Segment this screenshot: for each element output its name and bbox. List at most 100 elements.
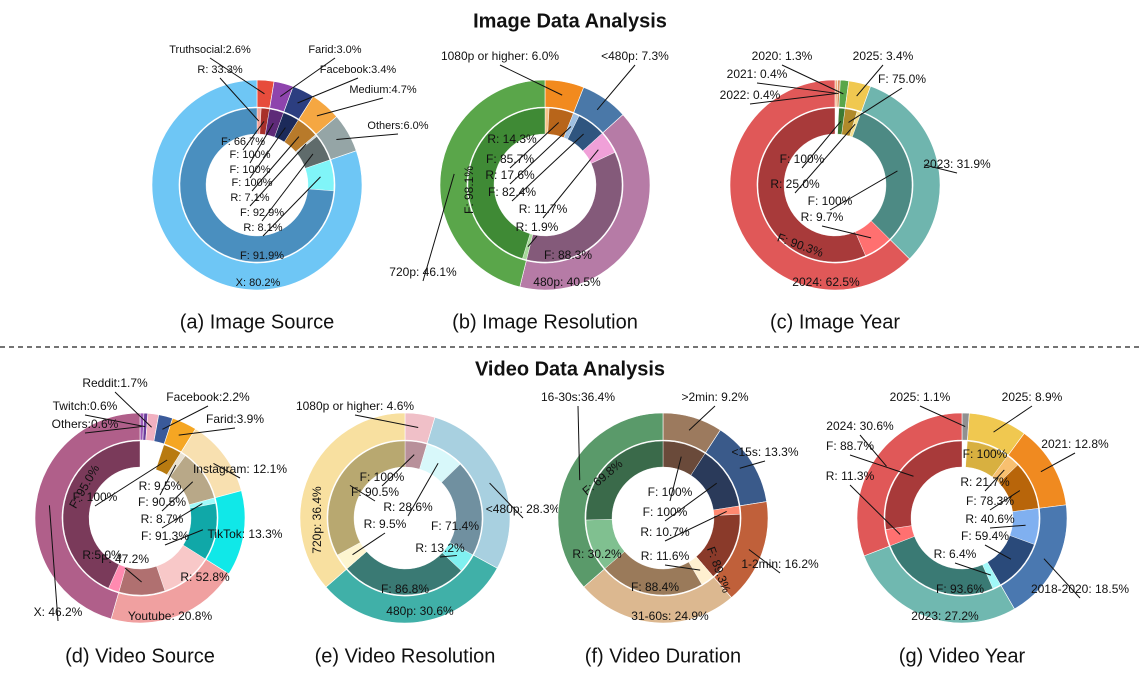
data-label: 2025: 1.1% <box>890 390 951 404</box>
data-label: R: 8.1% <box>243 222 282 234</box>
data-label: Others:0.6% <box>52 417 119 431</box>
data-label: R: 13.2% <box>415 541 465 555</box>
data-label: F: 100% <box>963 447 1008 461</box>
subtitle: (f) Video Duration <box>585 645 741 667</box>
leader-line <box>849 454 914 477</box>
data-label: Farid:3.9% <box>206 412 264 426</box>
data-label: Farid:3.0% <box>308 44 361 56</box>
data-label: F: 71.4% <box>431 519 479 533</box>
data-label: F: 82.4% <box>488 185 536 199</box>
leader-line <box>511 133 584 202</box>
data-label: >2min: 9.2% <box>681 390 748 404</box>
leader-line <box>48 505 59 622</box>
leader-line <box>124 567 142 583</box>
leader-line <box>849 484 901 535</box>
data-label: R: 30.2% <box>572 547 622 561</box>
data-label: R: 14.3% <box>487 132 537 146</box>
leader-line <box>219 77 260 122</box>
leader-line <box>509 126 572 185</box>
data-label: R: 10.7% <box>640 525 690 539</box>
data-label: F: 98.1% <box>462 166 476 214</box>
leader-line <box>781 64 844 95</box>
data-label: F: 75.0% <box>878 72 926 86</box>
leader-line <box>354 414 419 428</box>
data-label: F: 92.9% <box>240 207 284 219</box>
leader-line <box>251 136 300 192</box>
leader-line <box>422 173 455 282</box>
data-label: 2021: 12.8% <box>1041 437 1109 451</box>
leader-line <box>848 87 903 123</box>
data-label: 1-2min: 16.2% <box>741 557 819 571</box>
leader-line <box>688 405 716 431</box>
leader-line <box>213 463 241 479</box>
data-label: R: 7.1% <box>230 192 269 204</box>
inner-segment <box>62 440 141 589</box>
data-label: F: 93.6% <box>936 582 984 596</box>
data-label: F: 100% <box>360 470 405 484</box>
data-label: F: 100% <box>73 490 118 504</box>
data-label: 2025: 3.4% <box>853 49 914 63</box>
data-label: R: 52.8% <box>180 570 230 584</box>
inner-segment <box>757 107 866 263</box>
inner-segment <box>467 107 546 259</box>
data-label: 480p: 30.6% <box>386 604 454 618</box>
data-label: R: 11.3% <box>826 469 875 483</box>
data-label: <480p: 28.3% <box>486 502 561 516</box>
data-label: 2020: 1.3% <box>752 49 813 63</box>
leader-line <box>242 121 265 151</box>
outer-segment <box>34 412 141 620</box>
section-title: Video Data Analysis <box>475 358 665 380</box>
leader-line <box>381 454 415 487</box>
data-label: F: 100% <box>232 177 273 189</box>
leader-line <box>509 122 560 169</box>
leader-line <box>178 427 236 436</box>
data-label: <15s: 13.3% <box>731 445 798 459</box>
leader-line <box>280 57 336 97</box>
outer-segment <box>299 412 406 588</box>
leader-line <box>209 57 265 95</box>
data-label: 720p: 46.1% <box>389 265 457 279</box>
leader-line <box>756 82 839 95</box>
leader-line <box>821 225 872 239</box>
data-label: F: 91.9% <box>240 250 284 262</box>
data-label: F: 100% <box>780 152 825 166</box>
leader-line <box>954 562 992 576</box>
leader-line <box>739 460 766 469</box>
data-label: Twitch:0.6% <box>53 399 118 413</box>
leader-line <box>1043 558 1081 599</box>
data-label: R: 11.6% <box>641 549 690 563</box>
leader-line <box>748 549 781 574</box>
leader-line <box>577 405 581 481</box>
leader-line <box>489 482 524 519</box>
leader-line <box>94 459 168 507</box>
data-label: F: 100% <box>648 485 693 499</box>
data-label: 1080p or higher: 4.6% <box>296 399 414 413</box>
data-label: Facebook:3.4% <box>320 64 397 76</box>
leader-line <box>162 405 209 430</box>
leader-line <box>261 153 314 222</box>
data-label: R:5.0% <box>82 548 122 562</box>
outer-segment <box>439 79 546 288</box>
leader-line <box>84 414 146 428</box>
data-label: R: 28.6% <box>383 500 433 514</box>
data-label: R: 9.7% <box>801 210 844 224</box>
data-label: 480p: 40.5% <box>533 275 601 289</box>
leader-line <box>349 484 376 502</box>
leader-line <box>249 122 274 164</box>
leader-line <box>664 510 727 542</box>
data-label: F: 91.3% <box>141 529 189 543</box>
data-label: F: 100% <box>808 194 853 208</box>
data-label: 2021: 0.4% <box>727 67 788 81</box>
inner-segment <box>179 107 334 263</box>
data-label: X: 80.2% <box>236 277 281 289</box>
leader-line <box>749 93 837 105</box>
subtitle: (d) Video Source <box>65 645 215 667</box>
data-label: 2023: 27.2% <box>911 609 979 623</box>
data-label: TikTok: 13.3% <box>208 527 283 541</box>
data-label: Truthsocial:2.6% <box>169 44 251 56</box>
leader-line <box>407 462 439 517</box>
leader-line <box>919 405 966 428</box>
leader-line <box>316 97 384 117</box>
data-label: Reddit:1.7% <box>82 376 148 390</box>
leader-line <box>664 482 718 522</box>
